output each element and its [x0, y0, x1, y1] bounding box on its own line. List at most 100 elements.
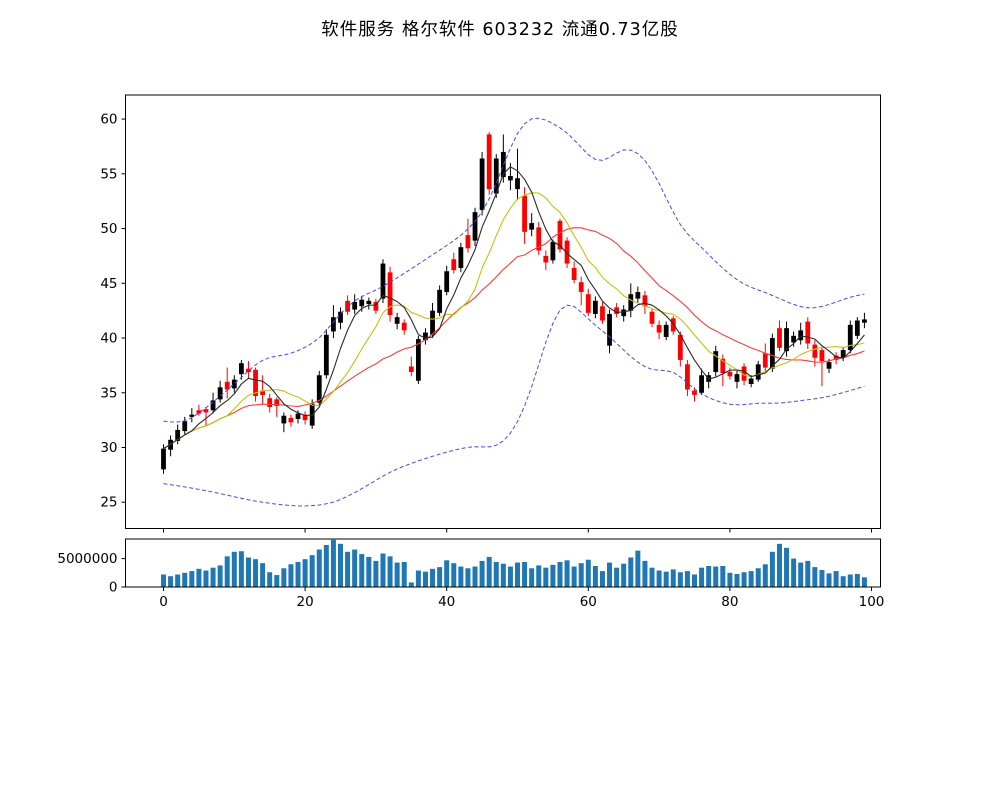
- x-tick-label: 100: [859, 594, 885, 610]
- candle: [359, 299, 365, 307]
- candle: [493, 158, 499, 194]
- volume-bar: [670, 569, 676, 587]
- volume-bar: [366, 556, 372, 587]
- volume-bar: [302, 559, 308, 587]
- volume-bars-group: [161, 539, 867, 587]
- volume-bar: [309, 555, 315, 587]
- candle: [472, 212, 478, 241]
- volume-bar: [408, 582, 414, 587]
- candle: [423, 332, 428, 341]
- y-tick-label: 40: [100, 331, 117, 347]
- candle: [274, 399, 280, 406]
- volume-bar: [175, 574, 181, 587]
- candle: [522, 195, 527, 232]
- volume-bar: [642, 560, 648, 587]
- candle: [628, 294, 634, 311]
- y-tick-label: 45: [100, 276, 117, 292]
- volume-bar: [621, 563, 627, 587]
- x-tick-label: 80: [721, 594, 738, 610]
- price-axes-frame: [125, 94, 881, 529]
- volume-bar: [359, 554, 365, 587]
- candle: [854, 320, 860, 336]
- volume-bar: [330, 539, 336, 587]
- volume-bar: [812, 567, 818, 587]
- candle: [557, 220, 563, 250]
- volume-bar: [798, 562, 804, 587]
- candle: [862, 319, 867, 323]
- candle: [430, 310, 435, 335]
- volume-bar: [861, 577, 867, 587]
- candle: [812, 344, 818, 358]
- volume-axes: 0 20 40 60 80 100 0 5000000: [57, 538, 885, 610]
- candle: [564, 240, 570, 264]
- volume-bar: [267, 572, 273, 587]
- candle: [642, 295, 648, 307]
- candle: [741, 366, 747, 381]
- candle: [288, 417, 294, 423]
- bollinger-upper-line: [163, 117, 865, 423]
- volume-bar: [599, 571, 605, 587]
- candle: [585, 294, 591, 313]
- candle: [323, 334, 329, 376]
- x-tick-label: 60: [580, 594, 597, 610]
- candle: [210, 400, 216, 411]
- volume-bar: [720, 565, 726, 587]
- candle: [246, 368, 251, 372]
- candles-group: [161, 132, 867, 474]
- candle: [366, 300, 372, 305]
- volume-bar: [245, 557, 251, 587]
- candle: [331, 317, 336, 332]
- volume-bar: [345, 551, 351, 587]
- candle: [685, 364, 690, 390]
- volume-bar: [692, 574, 697, 587]
- candle: [727, 371, 733, 377]
- candle: [415, 339, 421, 381]
- volume-bar: [578, 563, 584, 587]
- candle: [224, 381, 230, 390]
- candle: [203, 409, 209, 413]
- volume-bar: [748, 571, 754, 587]
- candle: [231, 379, 237, 389]
- volume-bar: [323, 544, 329, 587]
- volume-bar: [373, 560, 379, 587]
- candle: [486, 134, 492, 190]
- candle: [515, 178, 520, 190]
- candle: [670, 318, 676, 332]
- candle: [373, 301, 379, 311]
- candle: [437, 289, 443, 313]
- candle: [189, 414, 195, 417]
- y-tick-label: 60: [100, 112, 117, 128]
- volume-bar: [727, 572, 733, 587]
- volume-bar: [741, 572, 747, 587]
- candle: [769, 338, 775, 369]
- candle: [196, 410, 202, 414]
- price-axes: 25 30 35 40 45 50 55 60: [100, 94, 881, 533]
- candle: [479, 158, 485, 210]
- candle: [592, 300, 598, 314]
- volume-bar: [734, 573, 740, 587]
- candle: [656, 324, 662, 333]
- volume-bar: [571, 566, 577, 587]
- candle: [777, 328, 782, 348]
- candle: [578, 282, 584, 293]
- candle: [840, 350, 846, 358]
- ma-fast-line: [163, 166, 865, 450]
- candle: [380, 263, 386, 299]
- volume-bar: [607, 562, 613, 587]
- candle: [238, 363, 244, 375]
- x-tick-label: 0: [159, 594, 168, 610]
- volume-bar: [338, 543, 343, 587]
- candle: [635, 292, 641, 299]
- candle: [677, 334, 683, 360]
- y-tick-label: 50: [100, 221, 117, 237]
- volume-bar: [769, 551, 775, 587]
- volume-bar: [635, 550, 641, 587]
- candle: [713, 351, 719, 372]
- candle: [465, 235, 471, 249]
- volume-bar: [677, 572, 683, 587]
- volume-bar: [826, 573, 832, 587]
- volume-bar: [352, 549, 358, 587]
- candle: [748, 378, 754, 384]
